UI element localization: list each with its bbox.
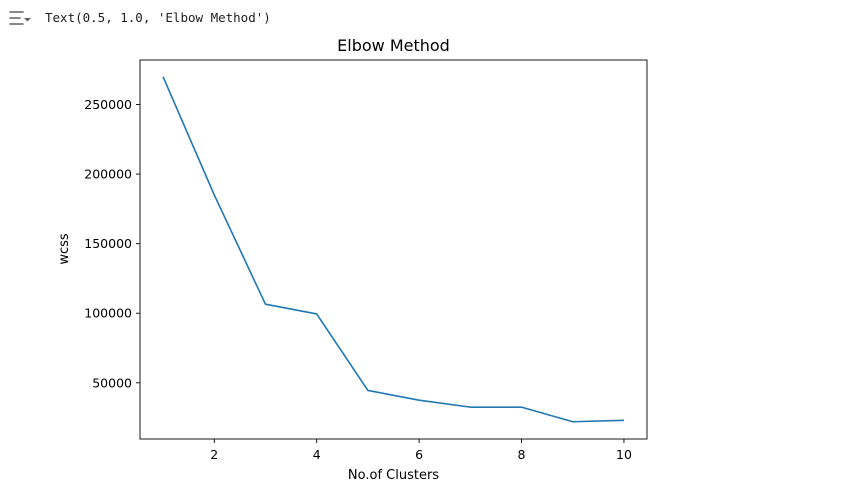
y-tick-label: 100000 [84, 306, 132, 321]
x-tick-label: 10 [616, 447, 632, 462]
y-tick-label: 250000 [84, 97, 132, 112]
series-layer [162, 76, 624, 423]
x-tick-label: 4 [313, 447, 321, 462]
y-axis-label: wcss [57, 233, 72, 265]
y-axis-ticks: 50000 100000 150000 200000 250000 [84, 97, 140, 390]
series-line [162, 76, 624, 423]
output-gutter [0, 0, 36, 36]
output-text-repr: Text(0.5, 1.0, 'Elbow Method') [45, 10, 271, 25]
y-tick-label: 200000 [84, 167, 132, 182]
y-tick-label: 50000 [92, 375, 132, 390]
x-tick-label: 2 [210, 447, 218, 462]
chart-title: Elbow Method [337, 36, 450, 55]
x-axis-ticks: 2 4 6 8 10 [210, 439, 632, 462]
axes-frame [139, 59, 648, 440]
x-tick-label: 6 [415, 447, 423, 462]
output-collapse-icon[interactable] [8, 9, 32, 29]
x-axis-label: No.of Clusters [348, 468, 439, 483]
x-tick-label: 8 [518, 447, 526, 462]
y-tick-label: 150000 [84, 236, 132, 251]
